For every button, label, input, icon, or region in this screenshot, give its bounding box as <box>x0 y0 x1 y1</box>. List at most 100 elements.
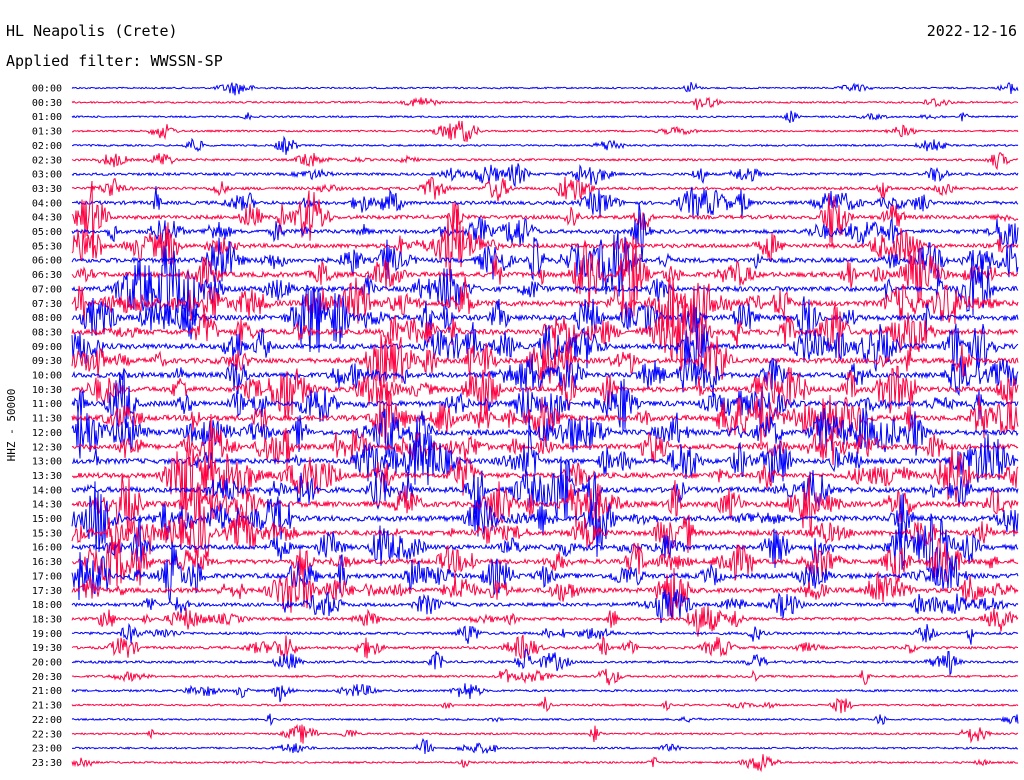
station-title: HL Neapolis (Crete) <box>6 22 178 40</box>
row-time-label: 01:00 <box>32 112 62 123</box>
row-time-label: 05:30 <box>32 241 62 252</box>
trace-row <box>71 475 1019 535</box>
trace-row <box>71 186 1019 219</box>
trace-row <box>71 413 1019 478</box>
trace-row <box>71 622 1019 645</box>
trace-row <box>71 513 1019 578</box>
row-time-label: 02:00 <box>32 141 62 152</box>
trace-row <box>71 535 1019 587</box>
trace-row <box>71 352 1019 398</box>
row-time-label: 18:30 <box>32 614 62 625</box>
row-time-label: 09:30 <box>32 356 62 367</box>
trace-row <box>71 542 1019 603</box>
trace-row <box>71 120 1019 142</box>
row-time-label: 16:30 <box>32 557 62 568</box>
row-time-label: 13:30 <box>32 471 62 482</box>
trace-row <box>71 563 1019 622</box>
row-time-label: 00:00 <box>32 84 62 95</box>
row-time-label: 11:00 <box>32 399 62 410</box>
row-time-label: 19:30 <box>32 643 62 654</box>
trace-row <box>71 723 1019 744</box>
row-time-label: 14:00 <box>32 485 62 496</box>
row-time-label: 05:00 <box>32 227 62 238</box>
trace-row <box>71 110 1019 123</box>
trace-row <box>71 284 1019 353</box>
trace-row <box>71 605 1019 637</box>
row-time-label: 15:00 <box>32 514 62 525</box>
row-time-label: 11:30 <box>32 414 62 425</box>
trace-row <box>71 589 1019 623</box>
row-time-label: 21:30 <box>32 701 62 712</box>
row-time-label: 02:30 <box>32 155 62 166</box>
row-time-label: 22:30 <box>32 729 62 740</box>
trace-row <box>71 738 1018 755</box>
row-time-label: 19:00 <box>32 629 62 640</box>
row-time-label: 04:00 <box>32 198 62 209</box>
row-time-label: 21:00 <box>32 686 62 697</box>
trace-row <box>71 668 1019 686</box>
row-time-label: 08:00 <box>32 313 62 324</box>
row-time-label: 18:00 <box>32 600 62 611</box>
trace-row <box>71 180 1019 255</box>
trace-row <box>71 81 1019 96</box>
row-time-label: 20:30 <box>32 672 62 683</box>
row-time-label: 10:30 <box>32 385 62 396</box>
row-time-label: 20:00 <box>32 658 62 669</box>
y-axis-label: HHZ - 50000 <box>5 389 18 462</box>
trace-row <box>71 754 1019 773</box>
trace-row <box>71 365 1019 421</box>
trace-row <box>71 288 1019 371</box>
row-time-label: 22:00 <box>32 715 62 726</box>
trace-row <box>71 176 1019 202</box>
row-time-label: 07:00 <box>32 284 62 295</box>
row-labels: 00:00 00:30 01:00 01:30 02:00 02:30 03:00 03:30… <box>32 84 62 769</box>
trace-row <box>71 648 1019 677</box>
row-time-label: 00:30 <box>32 98 62 109</box>
trace-row <box>71 235 1019 318</box>
row-time-label: 17:00 <box>32 571 62 582</box>
trace-row <box>71 151 1019 171</box>
row-time-label: 23:30 <box>32 758 62 769</box>
trace-row <box>71 388 1019 447</box>
trace-row <box>71 696 1019 714</box>
trace-row <box>71 683 1019 703</box>
row-time-label: 07:30 <box>32 299 62 310</box>
row-time-label: 10:00 <box>32 371 62 382</box>
trace-row <box>71 322 1019 376</box>
trace-row <box>72 422 1019 486</box>
trace-row <box>71 245 1019 328</box>
filter-label: Applied filter: WWSSN-SP <box>6 52 223 70</box>
row-time-label: 13:00 <box>32 457 62 468</box>
row-time-label: 16:00 <box>32 543 62 554</box>
row-time-label: 15:30 <box>32 528 62 539</box>
trace-row <box>71 96 1019 111</box>
row-time-label: 06:00 <box>32 256 62 267</box>
row-time-label: 06:30 <box>32 270 62 281</box>
row-time-label: 04:30 <box>32 213 62 224</box>
trace-row <box>71 481 1019 557</box>
date-label: 2022-12-16 <box>927 22 1017 40</box>
row-time-label: 03:30 <box>32 184 62 195</box>
row-time-label: 14:30 <box>32 500 62 511</box>
row-time-label: 12:00 <box>32 428 62 439</box>
trace-row <box>71 202 1019 282</box>
trace-row <box>71 163 1019 188</box>
seismogram-traces <box>71 81 1019 773</box>
trace-row <box>71 230 1019 297</box>
trace-row <box>71 407 1019 459</box>
trace-row <box>71 634 1018 659</box>
trace-row <box>71 499 1019 561</box>
row-time-label: 23:00 <box>32 744 62 755</box>
trace-row <box>71 274 1019 339</box>
trace-row <box>71 202 1019 262</box>
trace-row <box>72 439 1019 522</box>
trace-row <box>71 369 1019 432</box>
trace-row <box>72 135 1019 155</box>
row-time-label: 09:00 <box>32 342 62 353</box>
row-time-label: 08:30 <box>32 327 62 338</box>
trace-row <box>71 713 1019 727</box>
trace-row <box>71 334 1019 388</box>
row-time-label: 01:30 <box>32 127 62 138</box>
row-time-label: 17:30 <box>32 586 62 597</box>
